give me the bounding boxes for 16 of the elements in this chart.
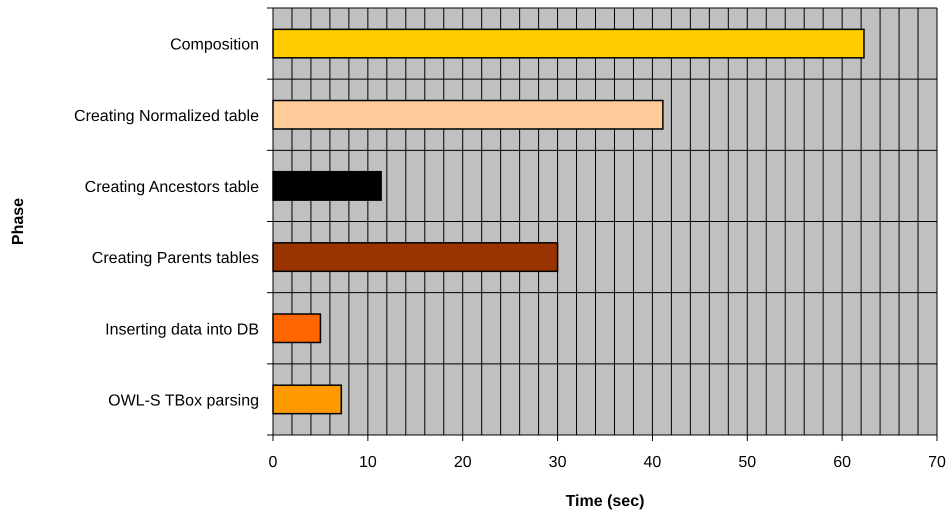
x-axis-title: Time (sec) [566,493,644,510]
y-tick-label: Composition [170,36,259,54]
x-tick-label: 70 [928,454,946,471]
x-tick-label: 0 [268,454,278,471]
y-tick-label: Creating Ancestors table [84,178,260,196]
y-tick-label: Creating Parents tables [92,250,259,268]
y-axis-title: Phase [10,198,27,246]
x-tick-label: 20 [454,454,472,471]
x-tick-label: 50 [738,454,756,471]
y-tick-label: Inserting data into DB [105,321,259,338]
x-tick-label: 10 [358,454,377,471]
y-tick-label: Creating Normalized table [74,108,260,125]
x-tick-label: 30 [548,454,567,471]
y-tick-label: OWL-S TBox parsing [108,392,259,410]
x-tick-label: 60 [833,454,852,471]
x-tick-label: 40 [644,454,662,471]
